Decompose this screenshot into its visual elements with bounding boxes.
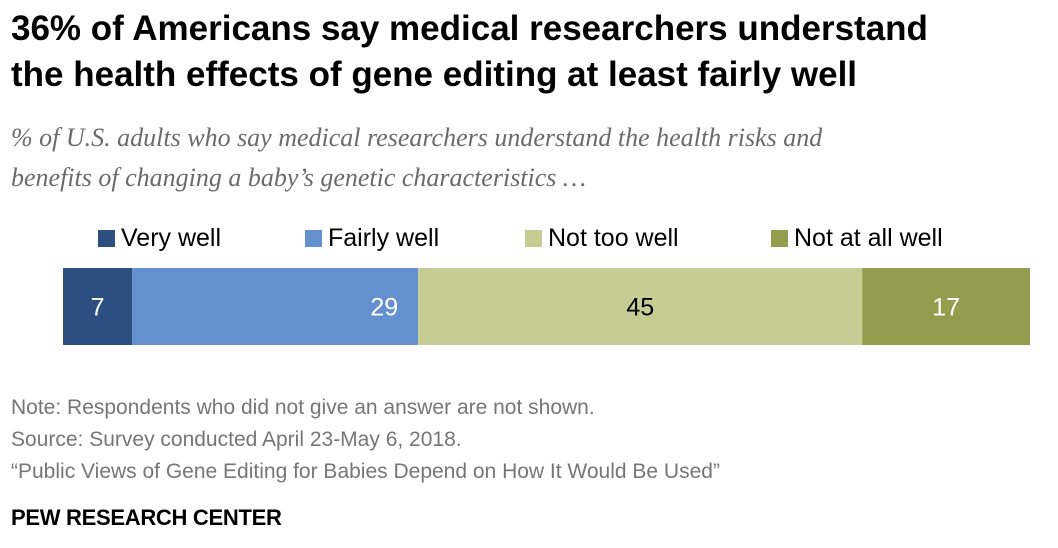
data-label-very-well: 7 [91, 294, 105, 322]
brand-logo-text: PEW RESEARCH CENTER [11, 505, 282, 530]
legend-item-very-well: Very well [98, 222, 221, 254]
data-label-fairly-well: 29 [370, 294, 398, 322]
legend-swatch-not-too-well [525, 229, 542, 247]
chart-subtitle-line-1: % of U.S. adults who say medical researc… [11, 123, 823, 152]
report-title-text: “Public Views of Gene Editing for Babies… [11, 460, 720, 483]
chart-subtitle-line-2: benefits of changing a baby’s genetic ch… [11, 163, 587, 192]
legend-label-fairly-well: Fairly well [328, 224, 440, 252]
bar-segment-very-well [63, 268, 133, 345]
legend-label-not-too-well: Not too well [548, 224, 679, 252]
bar-segment-not-at-all-well [862, 268, 1030, 345]
data-label-not-too-well: 45 [626, 294, 654, 322]
chart-title-line-2: the health effects of gene editing at le… [11, 55, 858, 94]
bar-segment-not-too-well [418, 268, 863, 345]
legend-swatch-very-well [98, 229, 115, 247]
source-text: Source: Survey conducted April 23-May 6,… [11, 428, 462, 451]
legend-swatch-not-at-all-well [771, 229, 788, 247]
stacked-bar-chart: 7 29 45 17 [63, 268, 1030, 345]
bar-segment-fairly-well [132, 268, 419, 345]
note-text: Note: Respondents who did not give an an… [11, 396, 595, 419]
chart-notes: Note: Respondents who did not give an an… [11, 392, 1051, 488]
legend-label-not-at-all-well: Not at all well [794, 224, 943, 252]
chart-title: 36% of Americans say medical researchers… [11, 6, 1051, 98]
chart-subtitle: % of U.S. adults who say medical researc… [11, 118, 1056, 198]
legend-item-not-at-all-well: Not at all well [771, 222, 943, 254]
chart-legend: Very well Fairly well Not too well Not a… [0, 222, 1058, 254]
legend-item-fairly-well: Fairly well [305, 222, 439, 254]
chart-title-line-1: 36% of Americans say medical researchers… [11, 9, 928, 48]
legend-label-very-well: Very well [121, 224, 222, 252]
legend-item-not-too-well: Not too well [525, 222, 679, 254]
legend-swatch-fairly-well [305, 229, 322, 247]
data-label-not-at-all-well: 17 [932, 294, 960, 322]
